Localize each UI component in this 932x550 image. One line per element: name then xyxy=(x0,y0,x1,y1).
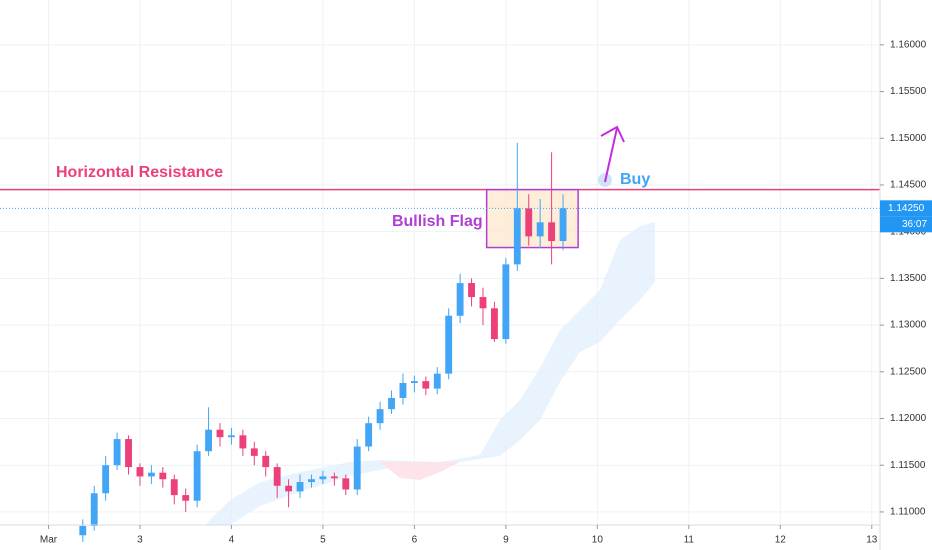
candle-body xyxy=(136,467,144,477)
y-tick-label: 1.13000 xyxy=(890,320,927,331)
candle-body xyxy=(353,446,361,490)
y-tick-label: 1.14500 xyxy=(890,180,927,191)
y-tick-label: 1.16000 xyxy=(890,39,927,50)
candle-body xyxy=(296,482,304,492)
x-tick-label: Mar xyxy=(40,535,58,546)
candle-body xyxy=(308,479,315,483)
candle-body xyxy=(102,465,110,494)
candle-body xyxy=(548,222,556,242)
candle-body xyxy=(445,315,453,374)
candle-body xyxy=(490,308,498,340)
candle-body xyxy=(502,264,510,340)
ichimoku-cloud-red xyxy=(380,462,460,480)
y-tick-label: 1.11500 xyxy=(890,460,926,471)
candle-body xyxy=(319,476,327,480)
candle-body xyxy=(193,451,201,501)
y-tick-label: 1.13500 xyxy=(890,273,927,284)
candle-body xyxy=(250,448,258,456)
x-tick-label: 10 xyxy=(592,535,604,546)
candle-body xyxy=(216,429,224,438)
last-price-badge xyxy=(880,200,932,217)
candle-body xyxy=(125,439,132,468)
flag-label: Bullish Flag xyxy=(392,213,483,230)
candle-body xyxy=(342,478,350,490)
y-tick-label: 1.15000 xyxy=(890,133,927,144)
x-tick-label: 11 xyxy=(684,535,695,546)
y-tick-label: 1.15500 xyxy=(890,86,927,97)
candle-body xyxy=(262,455,270,468)
candle-body xyxy=(239,435,247,449)
x-tick-label: 5 xyxy=(320,535,326,546)
candle-body xyxy=(147,472,155,477)
x-tick-label: 4 xyxy=(229,535,235,546)
candle-body xyxy=(479,297,487,309)
candle-body xyxy=(422,381,430,389)
x-tick-label: 6 xyxy=(412,535,418,546)
resistance-label: Horizontal Resistance xyxy=(56,164,223,181)
candle-body xyxy=(365,423,373,447)
candle-body xyxy=(228,435,235,438)
candle-body xyxy=(559,208,567,242)
x-tick-label: 3 xyxy=(137,535,143,546)
grid xyxy=(0,0,880,525)
candle-body xyxy=(468,283,475,298)
candle-body xyxy=(330,476,338,479)
axis: 1.11000 1.11500 1.12000 1.12500 1.13000 1.135… xyxy=(40,39,932,546)
candle-body xyxy=(285,485,293,492)
candle-body xyxy=(513,208,521,265)
buy-arrow xyxy=(600,125,625,183)
y-tick-label: 1.12000 xyxy=(890,413,927,424)
x-tick-label: 9 xyxy=(503,535,509,546)
candle-body xyxy=(90,493,98,526)
countdown-label: 36:07 xyxy=(902,219,927,230)
y-tick-label: 1.11000 xyxy=(890,507,926,518)
candle-body xyxy=(170,479,178,496)
candle-body xyxy=(79,525,87,536)
x-tick-label: 13 xyxy=(866,535,878,546)
candle-body xyxy=(182,495,190,501)
x-tick-label: 12 xyxy=(775,535,787,546)
buy-label: Buy xyxy=(620,171,650,188)
candle-body xyxy=(159,472,167,480)
y-tick-label: 1.12500 xyxy=(890,366,927,377)
candle-body xyxy=(399,383,407,398)
candle-body xyxy=(536,222,544,237)
countdown-badge xyxy=(880,216,932,233)
candle-body xyxy=(410,381,418,384)
candle-body xyxy=(456,283,464,316)
candle-body xyxy=(113,439,121,466)
candle-body xyxy=(205,429,212,452)
plot: Horizontal Resistance Bullish Flag xyxy=(0,142,880,542)
candle-body xyxy=(525,208,533,237)
ichimoku-cloud xyxy=(205,222,655,525)
last-price-label: 1.14250 xyxy=(888,203,925,214)
candle-body xyxy=(376,409,384,424)
candle-body xyxy=(388,397,395,410)
candle-body xyxy=(433,373,441,389)
candle-body xyxy=(273,467,281,486)
